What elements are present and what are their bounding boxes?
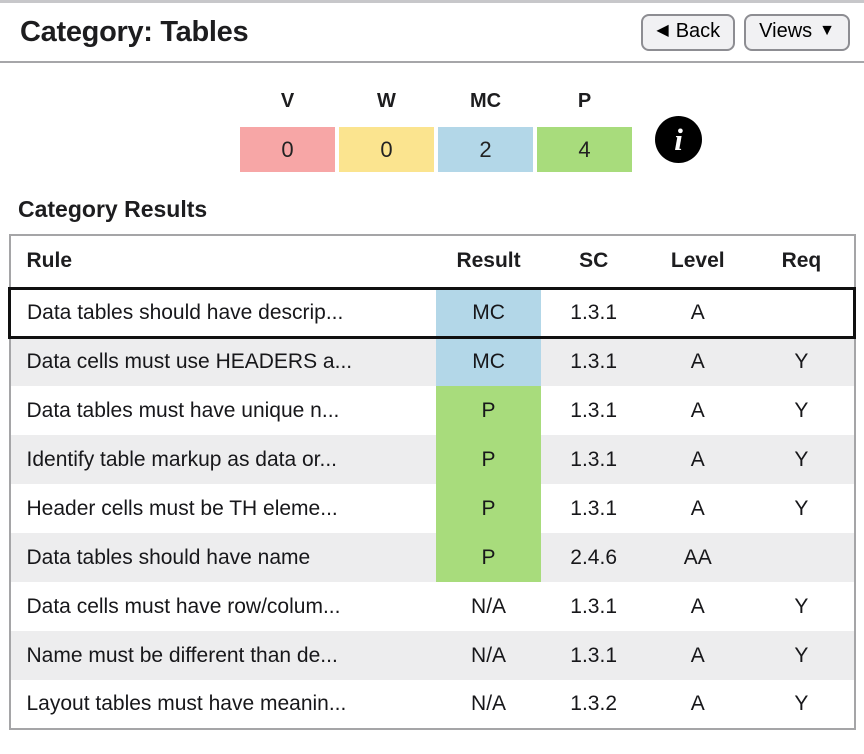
- views-button-label: Views: [759, 19, 813, 42]
- stat-label-v: V: [280, 90, 295, 112]
- rule-cell: Data tables should have descrip...: [8, 286, 436, 339]
- back-button[interactable]: ◀ Back: [641, 13, 736, 51]
- table-row[interactable]: Data cells must use HEADERS a... MC 1.3.1 A…: [9, 337, 855, 386]
- level-cell: AA: [646, 533, 750, 582]
- result-cell: MC: [436, 286, 542, 339]
- req-cell: Y: [794, 496, 809, 520]
- table-row[interactable]: Identify table markup as data or... P 1.3.…: [9, 435, 855, 484]
- stat-label-p: P: [577, 90, 592, 112]
- table-header-row: Rule Result SC Level Req: [9, 235, 855, 288]
- result-cell: P: [436, 533, 542, 582]
- table-row[interactable]: Data tables must have unique n... P 1.3.1 A…: [10, 386, 855, 435]
- result-cell: P: [436, 435, 542, 484]
- level-cell: A: [646, 435, 750, 484]
- column-header-sc[interactable]: SC: [541, 235, 647, 288]
- column-header-result[interactable]: Result: [436, 235, 542, 288]
- table-row[interactable]: Name must be different than de... N/A 1.3.…: [9, 631, 855, 680]
- summary-bar: V 0 W 0 MC 2 P 4 i: [240, 90, 864, 172]
- sc-cell: 1.3.2: [570, 692, 618, 715]
- rule-cell: Layout tables must have meanin...: [26, 692, 347, 715]
- stat-label-mc: MC: [469, 90, 502, 112]
- stat-value-p: 4: [537, 127, 632, 172]
- stat-value-mc: 2: [438, 127, 533, 172]
- level-cell: A: [690, 496, 705, 520]
- sc-cell: 1.3.1: [541, 337, 647, 386]
- req-cell: Y: [794, 594, 809, 618]
- results-table-body: Data tables should have descrip... MC 1.3.…: [8, 286, 857, 729]
- table-row[interactable]: Data tables should have descrip... MC 1.3.…: [8, 286, 857, 339]
- level-cell: A: [646, 631, 750, 680]
- sc-cell: 1.3.1: [570, 496, 618, 520]
- level-cell: A: [690, 398, 705, 422]
- back-button-label: Back: [675, 19, 721, 42]
- rule-cell: Identify table markup as data or...: [9, 435, 436, 484]
- table-row[interactable]: Header cells must be TH eleme... P 1.3.1 A Y: [10, 484, 855, 533]
- level-cell: A: [646, 337, 750, 386]
- column-header-req[interactable]: Req: [749, 235, 855, 288]
- level-cell: A: [690, 594, 705, 618]
- sc-cell: 1.3.1: [570, 594, 618, 618]
- req-cell: [749, 286, 857, 339]
- sc-cell: 1.3.1: [541, 631, 647, 680]
- table-row[interactable]: Layout tables must have meanin... N/A 1.3.…: [10, 680, 855, 729]
- toolbar-buttons: ◀ Back Views ▼: [641, 13, 850, 51]
- rule-cell: Data tables must have unique n...: [26, 398, 340, 422]
- title-bar: Category: Tables ◀ Back Views ▼: [0, 3, 864, 63]
- results-section-title: Category Results: [18, 196, 208, 222]
- sc-cell: 1.3.1: [570, 398, 618, 422]
- stat-label-w: W: [377, 90, 396, 112]
- table-row[interactable]: Data tables should have name P 2.4.6 AA: [9, 533, 855, 582]
- page-title: Category: Tables: [20, 15, 249, 48]
- req-cell: Y: [749, 631, 855, 680]
- stat-value-v: 0: [240, 127, 335, 172]
- chevron-down-icon: ▼: [819, 22, 835, 39]
- stat-manual-checks: MC 2: [438, 90, 533, 172]
- category-results-table: Rule Result SC Level Req Data tables sho…: [8, 234, 857, 730]
- rule-cell: Data cells must have row/colum...: [26, 594, 341, 618]
- rule-cell: Name must be different than de...: [9, 631, 436, 680]
- column-header-level[interactable]: Level: [646, 235, 750, 288]
- result-cell: N/A: [436, 631, 542, 680]
- req-cell: [749, 533, 855, 582]
- req-cell: Y: [794, 398, 809, 422]
- result-cell: P: [436, 484, 542, 533]
- result-cell: MC: [436, 337, 542, 386]
- sc-cell: 2.4.6: [541, 533, 647, 582]
- stat-warnings: W 0: [339, 90, 434, 172]
- result-cell: N/A: [471, 594, 507, 618]
- result-cell: P: [436, 386, 542, 435]
- level-cell: A: [646, 286, 750, 339]
- table-row[interactable]: Data cells must have row/colum... N/A 1.3.…: [10, 582, 855, 631]
- stat-violations: V 0: [240, 90, 335, 172]
- rule-cell: Header cells must be TH eleme...: [26, 496, 338, 520]
- req-cell: Y: [749, 337, 855, 386]
- back-arrow-icon: ◀: [656, 22, 669, 39]
- sc-cell: 1.3.1: [541, 435, 647, 484]
- req-cell: Y: [794, 692, 809, 715]
- rule-cell: Data tables should have name: [9, 533, 436, 582]
- result-cell: N/A: [471, 692, 507, 715]
- level-cell: A: [690, 692, 705, 715]
- req-cell: Y: [749, 435, 855, 484]
- stat-passed: P 4: [537, 90, 632, 172]
- views-menu-button[interactable]: Views ▼: [744, 13, 850, 51]
- rule-cell: Data cells must use HEADERS a...: [9, 337, 436, 386]
- info-icon[interactable]: i: [655, 116, 702, 163]
- sc-cell: 1.3.1: [541, 286, 647, 339]
- column-header-rule[interactable]: Rule: [9, 235, 436, 288]
- stat-value-w: 0: [339, 127, 434, 172]
